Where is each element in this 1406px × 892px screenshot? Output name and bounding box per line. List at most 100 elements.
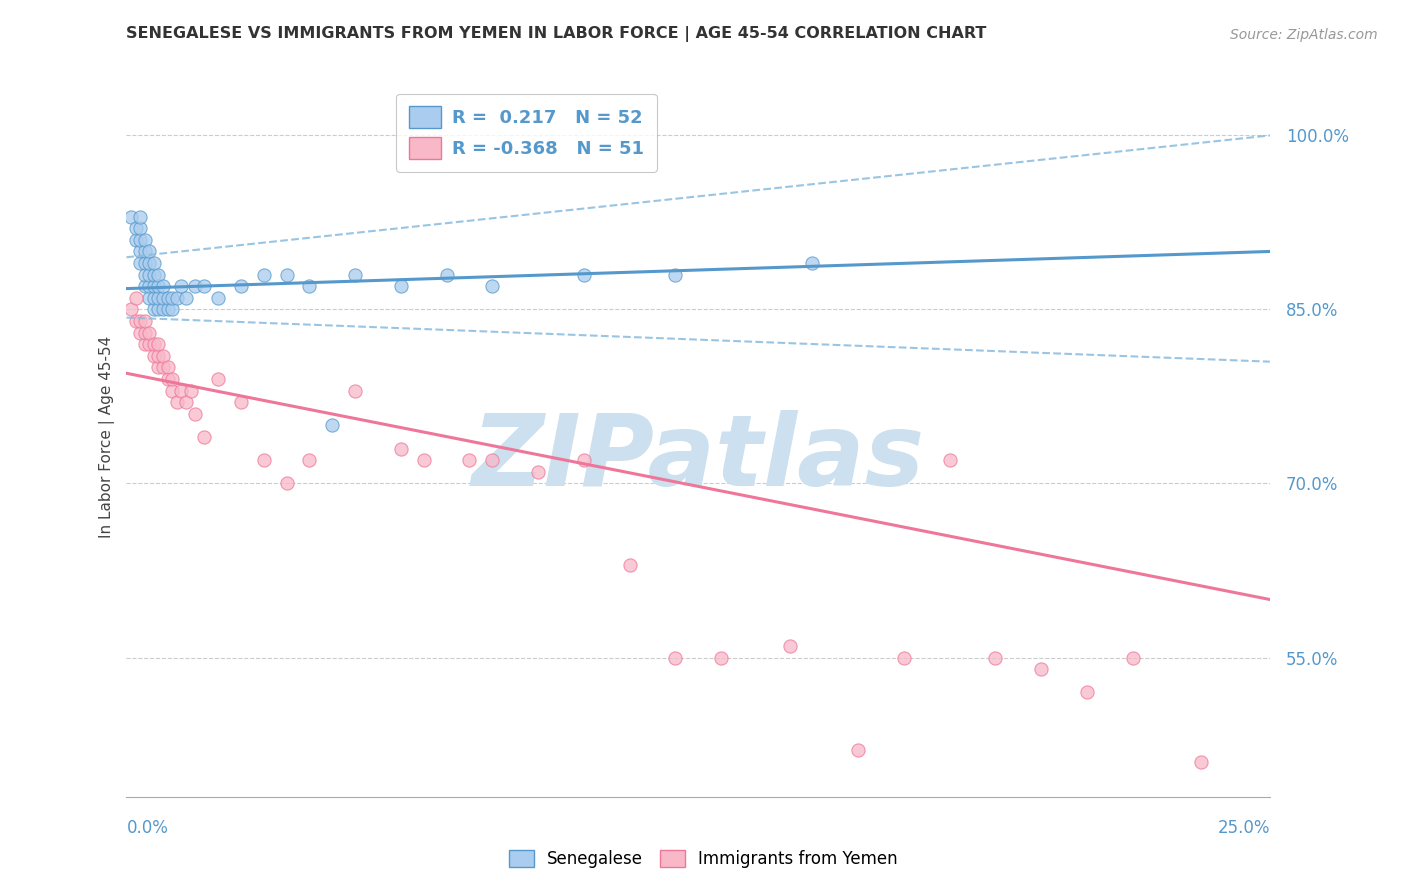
Point	[193, 430, 215, 444]
Point	[184, 407, 207, 421]
Point	[142, 256, 165, 270]
Point	[134, 337, 156, 351]
Point	[148, 302, 170, 317]
Point	[481, 279, 503, 293]
Point	[174, 395, 197, 409]
Point	[134, 314, 156, 328]
Point	[124, 221, 146, 235]
Point	[156, 360, 179, 375]
Legend: R =  0.217   N = 52, R = -0.368   N = 51: R = 0.217 N = 52, R = -0.368 N = 51	[396, 94, 657, 172]
Point	[344, 268, 367, 282]
Y-axis label: In Labor Force | Age 45-54: In Labor Force | Age 45-54	[100, 336, 115, 538]
Point	[142, 268, 165, 282]
Point	[893, 650, 915, 665]
Legend: Senegalese, Immigrants from Yemen: Senegalese, Immigrants from Yemen	[502, 843, 904, 875]
Point	[710, 650, 733, 665]
Text: ZIPatlas: ZIPatlas	[471, 410, 925, 508]
Point	[142, 291, 165, 305]
Point	[129, 326, 152, 340]
Point	[481, 453, 503, 467]
Point	[124, 314, 146, 328]
Point	[253, 453, 276, 467]
Point	[801, 256, 824, 270]
Point	[166, 395, 188, 409]
Point	[166, 291, 188, 305]
Text: Source: ZipAtlas.com: Source: ZipAtlas.com	[1230, 28, 1378, 42]
Point	[129, 314, 152, 328]
Point	[152, 302, 174, 317]
Point	[134, 326, 156, 340]
Point	[160, 384, 183, 398]
Point	[389, 279, 412, 293]
Point	[156, 291, 179, 305]
Point	[160, 302, 183, 317]
Point	[134, 244, 156, 259]
Point	[120, 302, 142, 317]
Point	[1122, 650, 1144, 665]
Point	[170, 384, 193, 398]
Point	[207, 291, 229, 305]
Point	[148, 337, 170, 351]
Point	[253, 268, 276, 282]
Point	[138, 291, 160, 305]
Point	[148, 279, 170, 293]
Point	[664, 650, 686, 665]
Point	[134, 279, 156, 293]
Point	[142, 279, 165, 293]
Point	[846, 743, 869, 757]
Point	[148, 291, 170, 305]
Point	[1076, 685, 1098, 699]
Point	[1031, 662, 1053, 676]
Point	[344, 384, 367, 398]
Point	[138, 326, 160, 340]
Point	[138, 244, 160, 259]
Point	[321, 418, 343, 433]
Point	[152, 349, 174, 363]
Point	[572, 268, 595, 282]
Text: 25.0%: 25.0%	[1218, 819, 1270, 837]
Point	[664, 268, 686, 282]
Point	[134, 268, 156, 282]
Point	[984, 650, 1007, 665]
Point	[142, 302, 165, 317]
Point	[160, 372, 183, 386]
Point	[156, 372, 179, 386]
Point	[458, 453, 481, 467]
Point	[134, 256, 156, 270]
Point	[124, 233, 146, 247]
Text: 0.0%: 0.0%	[127, 819, 169, 837]
Point	[229, 279, 252, 293]
Point	[527, 465, 550, 479]
Point	[619, 558, 641, 572]
Point	[134, 233, 156, 247]
Point	[938, 453, 960, 467]
Point	[389, 442, 412, 456]
Point	[298, 279, 321, 293]
Point	[174, 291, 197, 305]
Point	[436, 268, 458, 282]
Point	[160, 291, 183, 305]
Point	[142, 337, 165, 351]
Point	[152, 291, 174, 305]
Point	[148, 268, 170, 282]
Point	[170, 279, 193, 293]
Point	[142, 349, 165, 363]
Point	[152, 360, 174, 375]
Point	[276, 268, 298, 282]
Point	[129, 256, 152, 270]
Point	[129, 233, 152, 247]
Point	[298, 453, 321, 467]
Point	[184, 279, 207, 293]
Point	[229, 395, 252, 409]
Point	[193, 279, 215, 293]
Point	[138, 337, 160, 351]
Point	[152, 279, 174, 293]
Point	[412, 453, 434, 467]
Point	[138, 279, 160, 293]
Point	[179, 384, 201, 398]
Point	[276, 476, 298, 491]
Text: SENEGALESE VS IMMIGRANTS FROM YEMEN IN LABOR FORCE | AGE 45-54 CORRELATION CHART: SENEGALESE VS IMMIGRANTS FROM YEMEN IN L…	[127, 26, 987, 42]
Point	[156, 302, 179, 317]
Point	[120, 210, 142, 224]
Point	[1189, 755, 1212, 769]
